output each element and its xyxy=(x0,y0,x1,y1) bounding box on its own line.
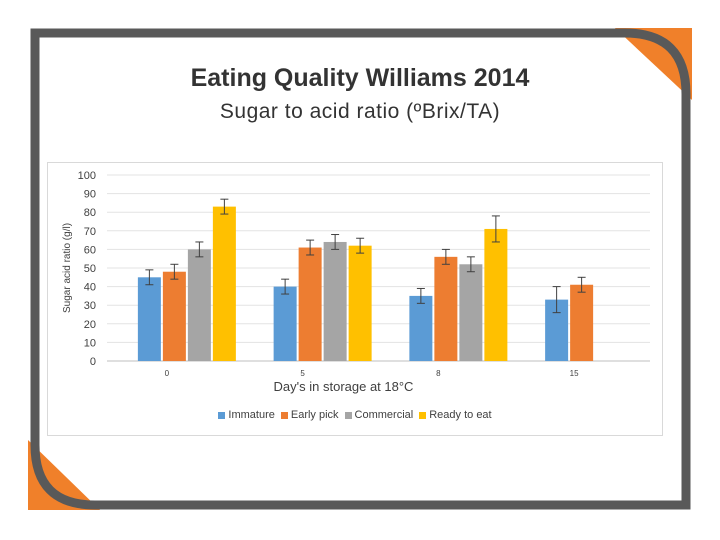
y-tick-label: 100 xyxy=(78,170,96,182)
chart-legend: Immature Early pick Commercial Ready to eat xyxy=(48,409,662,421)
legend-label: Early pick xyxy=(290,409,339,421)
bar-commercial xyxy=(323,241,347,361)
bar-immature xyxy=(545,299,569,361)
legend-swatch xyxy=(344,411,352,419)
bar-ready-to-eat xyxy=(348,245,372,361)
legend-swatch xyxy=(280,411,288,419)
y-tick-label: 60 xyxy=(84,244,96,256)
legend-item: Immature xyxy=(218,409,275,421)
bar-ready-to-eat xyxy=(484,228,508,361)
bar-commercial xyxy=(459,264,483,361)
bar-commercial xyxy=(187,249,211,361)
chart-area: 0 10 20 30 40 50 60 70 80 90 100 Sugar acid ratio (… xyxy=(47,162,663,436)
bar-early-pick xyxy=(570,284,594,361)
bar-early-pick xyxy=(162,271,186,361)
y-tick-label: 80 xyxy=(84,207,96,219)
y-tick-label: 30 xyxy=(84,300,96,312)
bar-immature xyxy=(137,277,161,361)
legend-item: Ready to eat xyxy=(419,409,492,421)
y-tick-label: 20 xyxy=(84,319,96,331)
corner-accent-bottom-left xyxy=(28,440,100,510)
y-tick-label: 90 xyxy=(84,189,96,201)
y-tick-label: 40 xyxy=(84,282,96,294)
slide-subtitle: Sugar to acid ratio (ºBrix/TA) xyxy=(219,100,501,123)
bar-early-pick xyxy=(434,256,458,361)
frame-border xyxy=(30,28,691,510)
x-tick-label: 15 xyxy=(570,369,579,378)
bar-ready-to-eat xyxy=(212,206,236,361)
legend-label: Ready to eat xyxy=(429,409,492,421)
y-tick-label: 10 xyxy=(84,337,96,349)
slide-title: Eating Quality Williams 2014 xyxy=(190,64,530,92)
x-tick-label: 5 xyxy=(300,369,305,378)
y-tick-label: 0 xyxy=(90,356,96,368)
y-axis-title: Sugar acid ratio (g/l) xyxy=(62,223,73,313)
legend-item: Early pick xyxy=(280,409,339,421)
legend-label: Immature xyxy=(228,409,275,421)
x-tick-label: 8 xyxy=(436,369,441,378)
y-tick-label: 50 xyxy=(84,263,96,275)
legend-item: Commercial xyxy=(344,409,414,421)
x-axis-title: Day's in storage at 18°C xyxy=(274,379,414,394)
legend-swatch xyxy=(419,411,427,419)
x-tick-label: 0 xyxy=(165,369,170,378)
bar-immature xyxy=(409,295,433,361)
bar-early-pick xyxy=(298,247,322,361)
legend-swatch xyxy=(218,411,226,419)
legend-label: Commercial xyxy=(354,409,414,421)
bar-immature xyxy=(273,286,297,361)
y-tick-label: 70 xyxy=(84,226,96,238)
